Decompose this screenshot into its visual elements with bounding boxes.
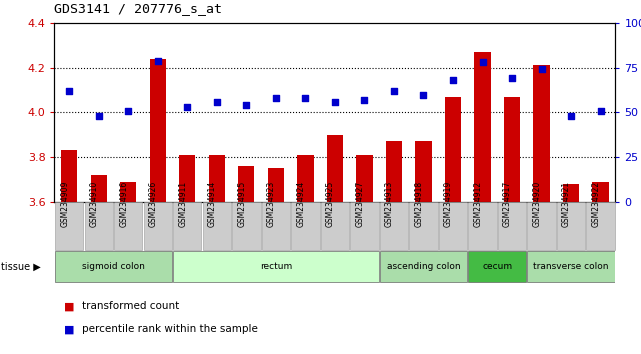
Point bbox=[271, 95, 281, 101]
Point bbox=[419, 92, 429, 97]
Point bbox=[94, 113, 104, 119]
Bar bbox=[528, 251, 615, 281]
Bar bbox=[474, 52, 490, 202]
Bar bbox=[238, 166, 254, 202]
Bar bbox=[209, 155, 225, 202]
Text: GSM234920: GSM234920 bbox=[533, 181, 542, 227]
Bar bbox=[504, 97, 520, 202]
Text: GSM234919: GSM234919 bbox=[444, 181, 453, 227]
Bar bbox=[232, 202, 260, 250]
Bar bbox=[55, 202, 83, 250]
Bar bbox=[320, 202, 349, 250]
Text: GSM234926: GSM234926 bbox=[149, 181, 158, 227]
Bar bbox=[415, 142, 431, 202]
Bar bbox=[268, 168, 284, 202]
Bar bbox=[410, 202, 438, 250]
Text: GSM234917: GSM234917 bbox=[503, 181, 512, 227]
Text: percentile rank within the sample: percentile rank within the sample bbox=[82, 324, 258, 334]
Text: GSM234925: GSM234925 bbox=[326, 181, 335, 227]
Bar bbox=[173, 202, 201, 250]
Bar bbox=[61, 150, 78, 202]
Text: transverse colon: transverse colon bbox=[533, 262, 609, 271]
Text: ■: ■ bbox=[64, 324, 74, 334]
Bar bbox=[173, 251, 379, 281]
Bar bbox=[439, 202, 467, 250]
Bar bbox=[528, 202, 556, 250]
Bar bbox=[587, 202, 615, 250]
Point bbox=[507, 76, 517, 81]
Bar bbox=[356, 155, 372, 202]
Bar bbox=[144, 202, 172, 250]
Point bbox=[566, 113, 576, 119]
Bar bbox=[55, 251, 172, 281]
Text: GSM234910: GSM234910 bbox=[90, 181, 99, 227]
Bar bbox=[85, 202, 113, 250]
Text: rectum: rectum bbox=[260, 262, 292, 271]
Point bbox=[478, 59, 488, 65]
Bar bbox=[592, 182, 609, 202]
Text: GSM234924: GSM234924 bbox=[296, 181, 305, 227]
Bar bbox=[469, 251, 526, 281]
Text: cecum: cecum bbox=[482, 262, 512, 271]
Bar bbox=[498, 202, 526, 250]
Text: GSM234913: GSM234913 bbox=[385, 181, 394, 227]
Text: GSM234916: GSM234916 bbox=[119, 181, 128, 227]
Bar bbox=[297, 155, 313, 202]
Bar bbox=[114, 202, 142, 250]
Point bbox=[64, 88, 74, 94]
Point bbox=[153, 58, 163, 63]
Bar bbox=[262, 202, 290, 250]
Text: GSM234914: GSM234914 bbox=[208, 181, 217, 227]
Point bbox=[537, 67, 547, 72]
Bar bbox=[557, 202, 585, 250]
Point bbox=[123, 108, 133, 113]
Point bbox=[182, 104, 192, 110]
Text: GDS3141 / 207776_s_at: GDS3141 / 207776_s_at bbox=[54, 2, 222, 15]
Point bbox=[360, 97, 370, 103]
Text: GSM234918: GSM234918 bbox=[415, 181, 424, 227]
Bar bbox=[379, 202, 408, 250]
Text: tissue ▶: tissue ▶ bbox=[1, 262, 41, 272]
Bar bbox=[120, 182, 137, 202]
Text: GSM234921: GSM234921 bbox=[562, 181, 571, 227]
Text: sigmoid colon: sigmoid colon bbox=[82, 262, 145, 271]
Bar bbox=[379, 251, 467, 281]
Bar bbox=[203, 202, 231, 250]
Text: transformed count: transformed count bbox=[82, 301, 179, 311]
Text: GSM234927: GSM234927 bbox=[356, 181, 365, 227]
Text: GSM234911: GSM234911 bbox=[178, 181, 187, 227]
Point bbox=[300, 95, 310, 101]
Point bbox=[241, 102, 251, 108]
Point bbox=[595, 108, 606, 113]
Point bbox=[330, 99, 340, 104]
Text: ascending colon: ascending colon bbox=[387, 262, 460, 271]
Text: GSM234912: GSM234912 bbox=[474, 181, 483, 227]
Point bbox=[389, 88, 399, 94]
Bar bbox=[150, 59, 166, 202]
Bar bbox=[563, 184, 579, 202]
Text: GSM234922: GSM234922 bbox=[592, 181, 601, 227]
Point bbox=[212, 99, 222, 104]
Bar bbox=[90, 175, 107, 202]
Bar bbox=[291, 202, 320, 250]
Text: GSM234915: GSM234915 bbox=[237, 181, 246, 227]
Text: ■: ■ bbox=[64, 301, 74, 311]
Bar bbox=[327, 135, 343, 202]
Bar bbox=[386, 142, 402, 202]
Point bbox=[448, 78, 458, 83]
Text: GSM234923: GSM234923 bbox=[267, 181, 276, 227]
Bar bbox=[533, 65, 550, 202]
Bar bbox=[179, 155, 196, 202]
Bar bbox=[445, 97, 461, 202]
Bar bbox=[350, 202, 379, 250]
Bar bbox=[469, 202, 497, 250]
Text: GSM234909: GSM234909 bbox=[60, 181, 69, 227]
